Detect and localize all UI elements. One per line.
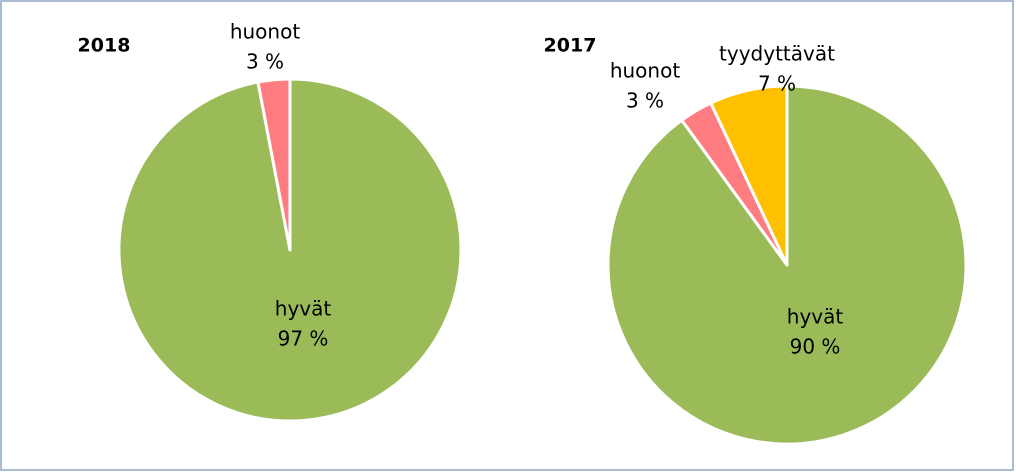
slice-value-label: 3 % [246, 50, 284, 74]
slice-label: hyvät [787, 305, 844, 329]
slice-label: huonot [610, 59, 681, 83]
pie-slice [606, 84, 968, 446]
slice-value-label: 3 % [626, 89, 664, 113]
pie-slice [117, 77, 463, 423]
slice-value-label: 7 % [758, 72, 796, 96]
chart-title: 2017 [544, 35, 597, 57]
pie-slice [709, 84, 789, 267]
pie-slice [256, 77, 292, 252]
slice-label: huonot [230, 20, 301, 44]
slice-value-label: 97 % [278, 327, 329, 351]
slice-label: hyvät [275, 297, 332, 321]
slice-value-label: 90 % [790, 335, 841, 359]
chart-title: 2018 [78, 35, 131, 57]
slice-label: tyydyttävät [719, 42, 835, 66]
